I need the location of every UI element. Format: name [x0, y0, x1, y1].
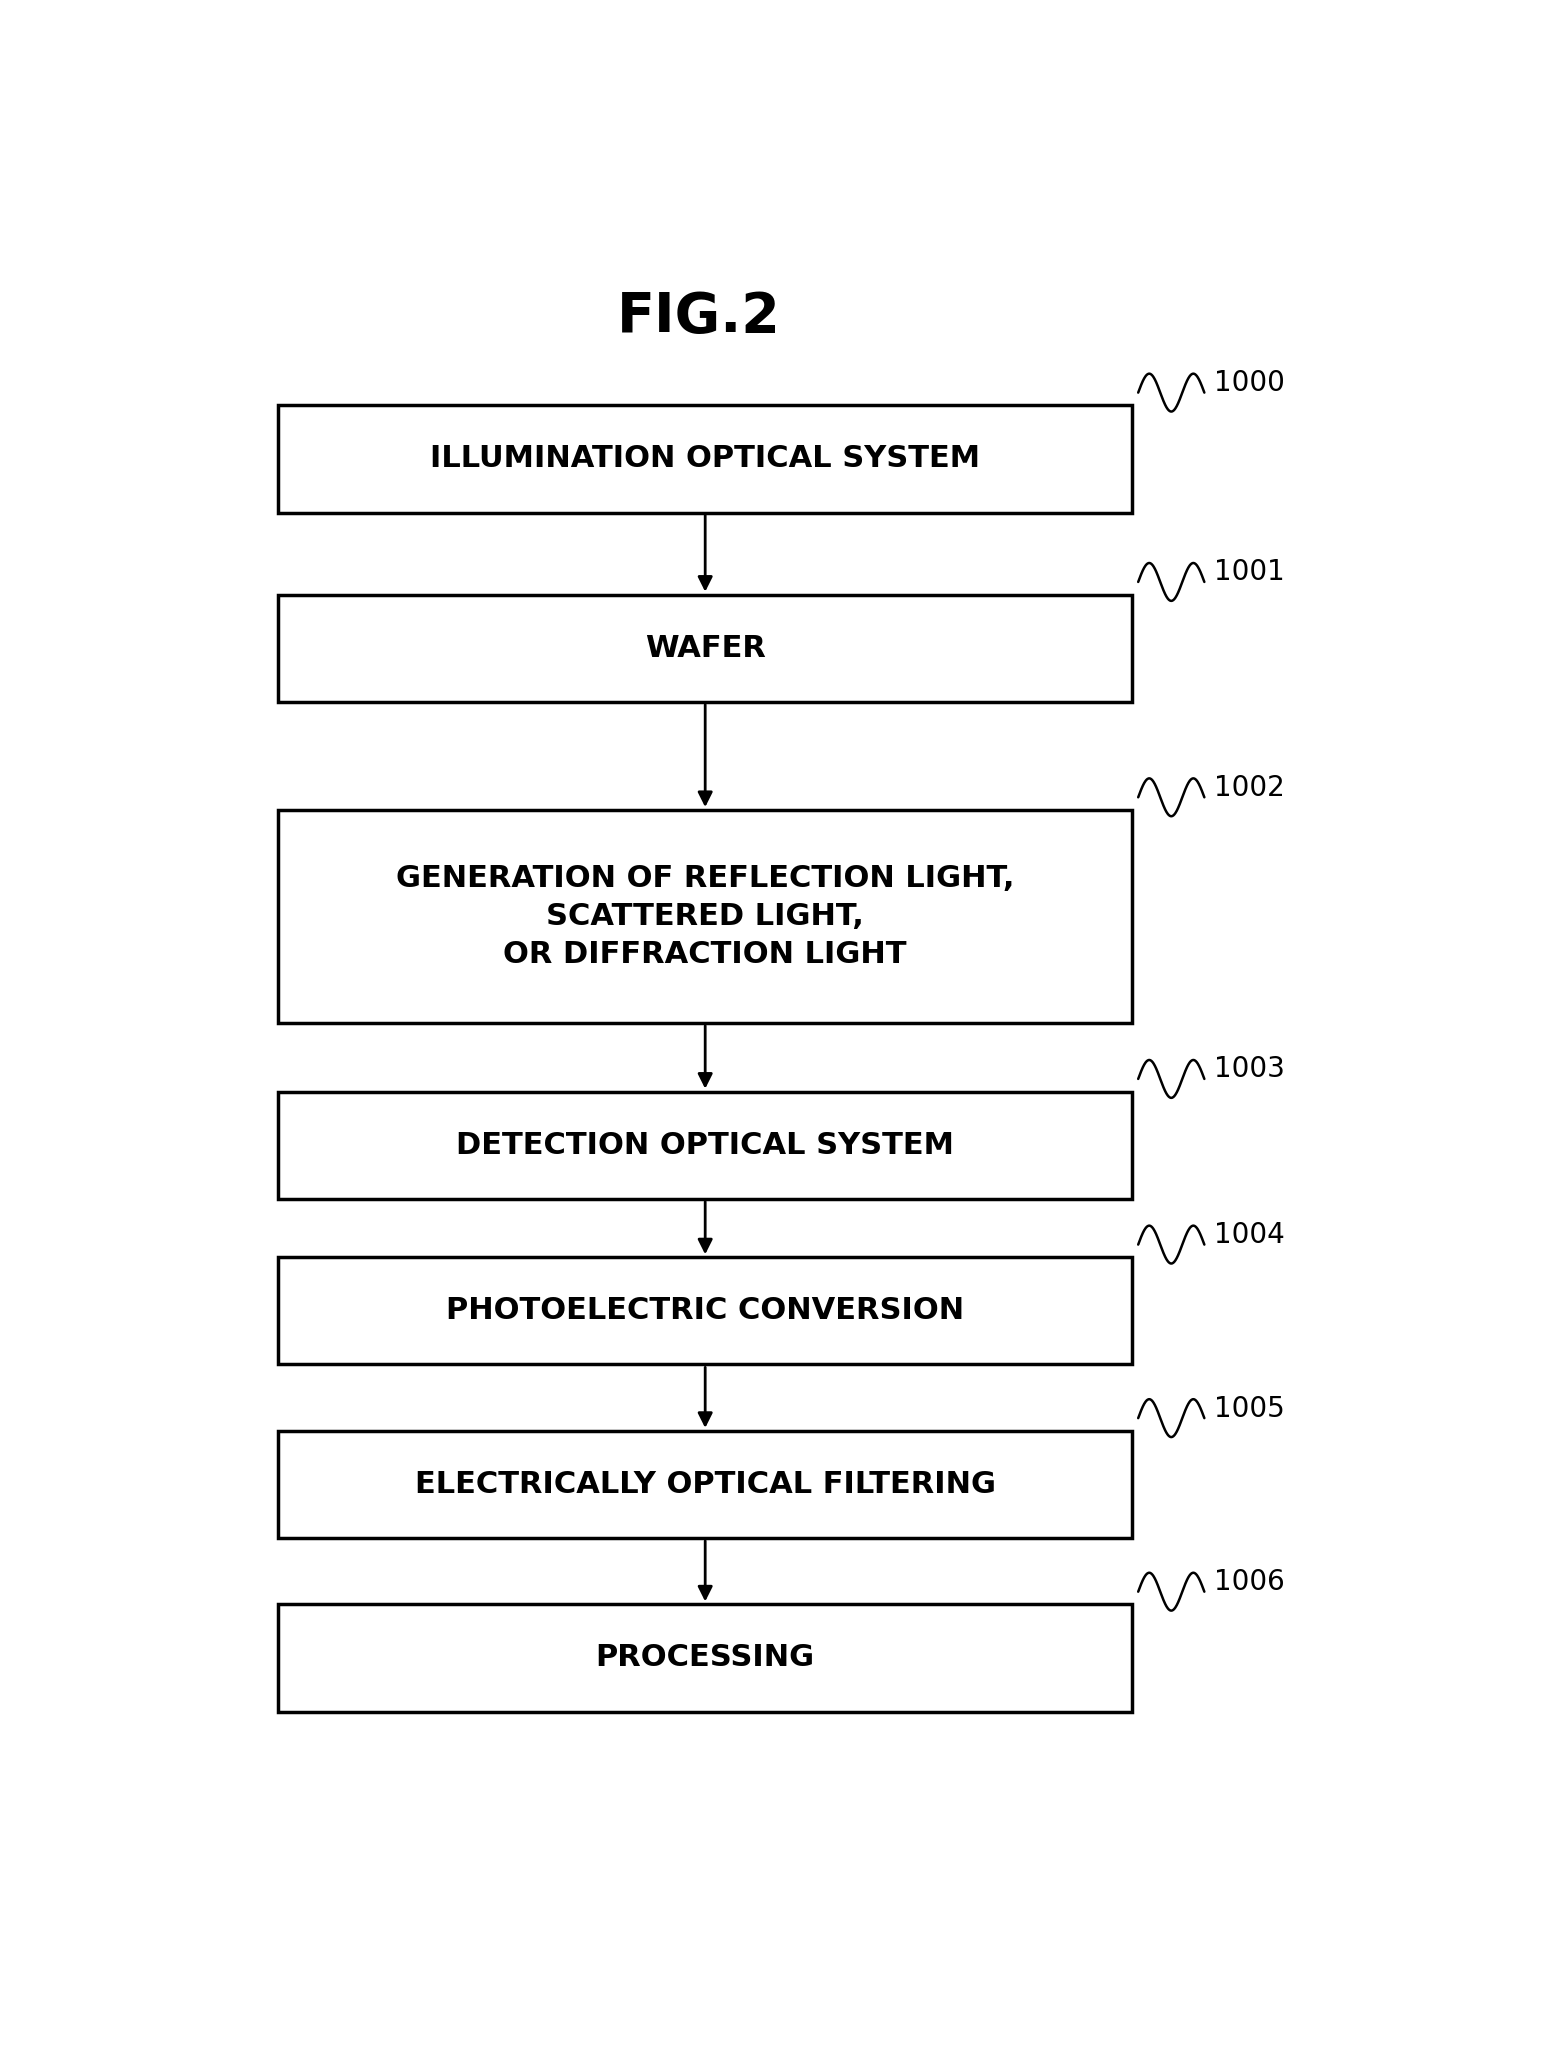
Text: 1001: 1001 — [1214, 559, 1285, 586]
Text: DETECTION OPTICAL SYSTEM: DETECTION OPTICAL SYSTEM — [456, 1131, 954, 1160]
Text: ILLUMINATION OPTICAL SYSTEM: ILLUMINATION OPTICAL SYSTEM — [430, 445, 981, 473]
FancyBboxPatch shape — [278, 1604, 1131, 1711]
Text: PHOTOELECTRIC CONVERSION: PHOTOELECTRIC CONVERSION — [445, 1297, 964, 1326]
Text: GENERATION OF REFLECTION LIGHT,
SCATTERED LIGHT,
OR DIFFRACTION LIGHT: GENERATION OF REFLECTION LIGHT, SCATTERE… — [396, 865, 1015, 969]
FancyBboxPatch shape — [278, 1258, 1131, 1365]
Text: PROCESSING: PROCESSING — [596, 1643, 815, 1672]
Text: 1002: 1002 — [1214, 775, 1285, 801]
FancyBboxPatch shape — [278, 594, 1131, 703]
Text: 1004: 1004 — [1214, 1221, 1285, 1250]
Text: 1005: 1005 — [1214, 1395, 1285, 1422]
Text: 1000: 1000 — [1214, 369, 1285, 398]
FancyBboxPatch shape — [278, 1092, 1131, 1199]
FancyBboxPatch shape — [278, 1430, 1131, 1539]
Text: 1003: 1003 — [1214, 1055, 1285, 1084]
Text: 1006: 1006 — [1214, 1567, 1285, 1596]
Text: ELECTRICALLY OPTICAL FILTERING: ELECTRICALLY OPTICAL FILTERING — [414, 1469, 996, 1500]
FancyBboxPatch shape — [278, 809, 1131, 1022]
Text: WAFER: WAFER — [644, 633, 765, 662]
FancyBboxPatch shape — [278, 406, 1131, 512]
Text: FIG.2: FIG.2 — [618, 289, 781, 344]
